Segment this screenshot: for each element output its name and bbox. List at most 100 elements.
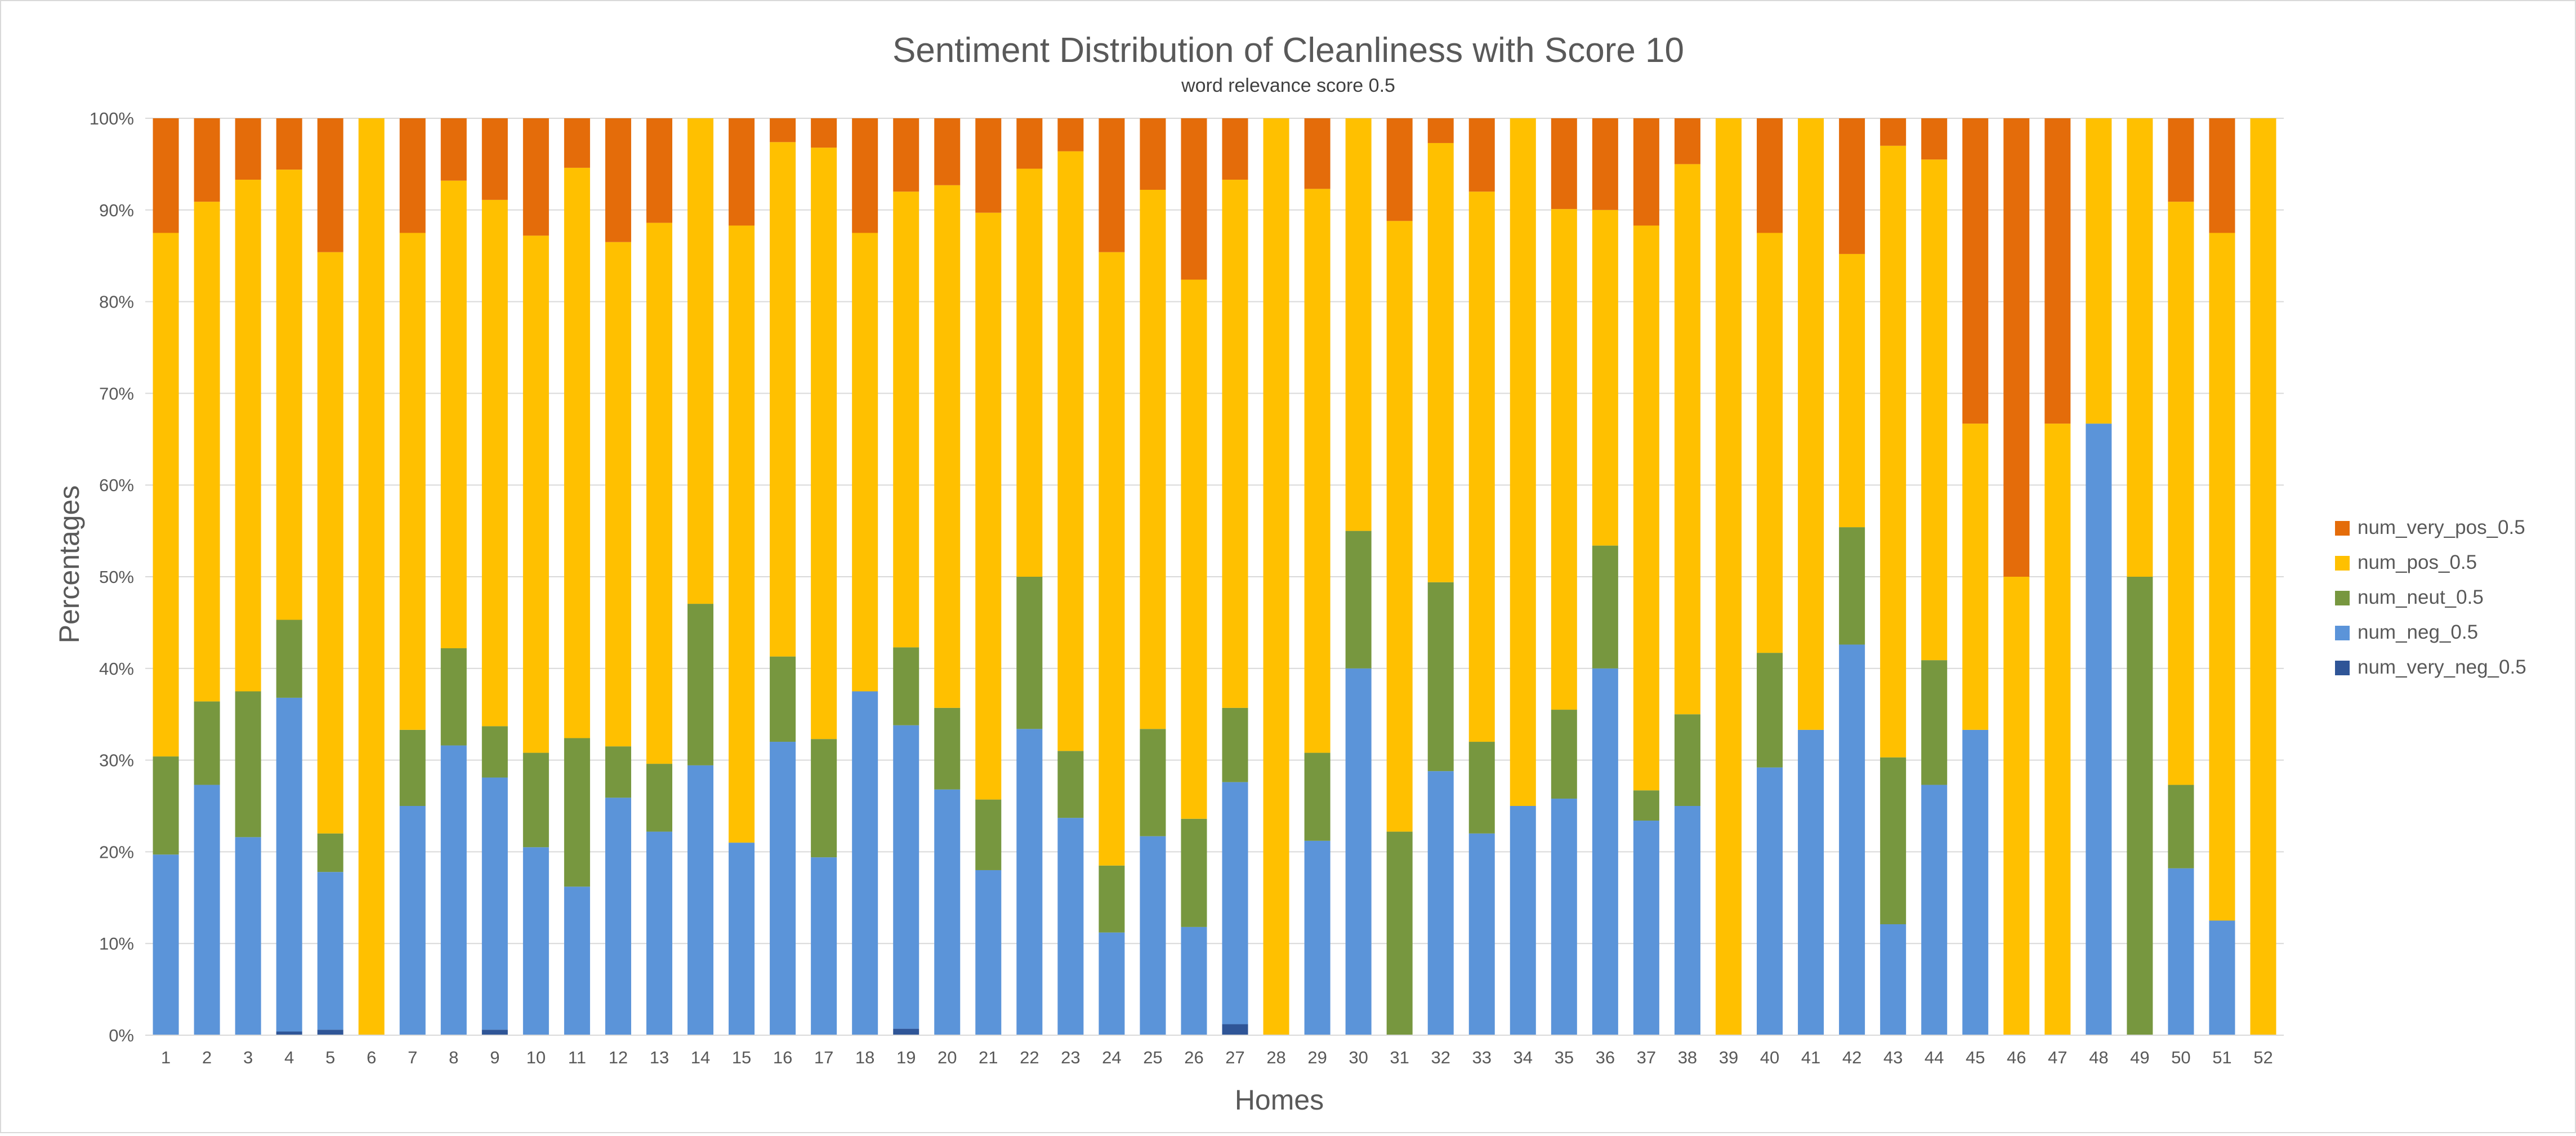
x-tick-label: 2 [202, 1048, 212, 1067]
bar-segment [1757, 767, 1783, 1035]
x-tick-label: 43 [1883, 1048, 1903, 1067]
bar-segment [2127, 577, 2153, 1035]
bar-stack [1181, 118, 1207, 1035]
x-tick-label: 31 [1390, 1048, 1409, 1067]
bar-segment [2127, 118, 2153, 577]
bar-segment [1345, 668, 1372, 1035]
bar-segment [1427, 582, 1454, 772]
x-tick-label: 13 [650, 1048, 669, 1067]
bar-stack [1222, 118, 1248, 1035]
bar-stack [2168, 118, 2194, 1035]
bar-stack [687, 118, 714, 1035]
bar-segment [1592, 545, 1618, 669]
bar-segment [1057, 118, 1084, 152]
bar-segment [1839, 118, 1865, 254]
bar-stack [1551, 118, 1577, 1035]
bar-segment [194, 118, 220, 202]
bar-segment [564, 118, 590, 168]
bar-stack [1921, 118, 1948, 1035]
bar-stack [1140, 118, 1166, 1035]
bar-segment [1715, 118, 1742, 1035]
bar-segment [399, 118, 426, 233]
x-tick-label: 4 [284, 1048, 294, 1067]
bar-segment [440, 648, 467, 746]
bar-segment [1510, 118, 1536, 806]
x-tick-label: 36 [1596, 1048, 1615, 1067]
x-tick-label: 47 [2048, 1048, 2067, 1067]
bar-segment [852, 118, 878, 233]
bar-segment [1099, 932, 1125, 1035]
bar-segment [1674, 164, 1700, 715]
bar-stack [2250, 118, 2276, 1035]
bar-segment [153, 854, 179, 1035]
bar-segment [358, 118, 385, 1035]
bar-segment [934, 707, 961, 790]
bar-segment [852, 691, 878, 1035]
legend: num_very_pos_0.5 num_pos_0.5 num_neut_0.5n… [2335, 516, 2526, 678]
bar-segment [1468, 742, 1495, 834]
x-tick-label: 17 [814, 1048, 833, 1067]
bar-segment [1304, 840, 1331, 1035]
bar-stack [1633, 118, 1659, 1035]
y-tick-label: 30% [99, 751, 134, 770]
bar-segment [317, 1030, 343, 1035]
bar-segment [153, 756, 179, 855]
x-tick-label: 52 [2253, 1048, 2273, 1067]
bar-segment [564, 738, 590, 887]
bar-segment [153, 118, 179, 233]
bar-segment [770, 656, 796, 742]
bar-segment [2209, 920, 2235, 1035]
bar-segment [893, 118, 919, 192]
y-tick-label: 10% [99, 934, 134, 954]
bar-segment [1057, 751, 1084, 818]
y-tick-label: 60% [99, 475, 134, 495]
y-tick-label: 0% [109, 1026, 134, 1045]
bar-segment [1386, 831, 1413, 1035]
x-tick-label: 5 [325, 1048, 335, 1067]
bar-segment [1181, 118, 1207, 280]
bar-segment [317, 833, 343, 872]
bar-stack [153, 118, 179, 1035]
bar-stack [194, 118, 220, 1035]
bar-stack [1386, 118, 1413, 1035]
bar-stack [564, 118, 590, 1035]
bar-segment [1140, 118, 1166, 190]
bar-segment [1222, 118, 1248, 180]
bar-segment [235, 837, 261, 1035]
bar-segment [1962, 424, 1989, 730]
bar-segment [1427, 142, 1454, 582]
bar-segment [2044, 118, 2071, 424]
x-tick-label: 25 [1143, 1048, 1162, 1067]
x-tick-label: 18 [855, 1048, 874, 1067]
bar-segment [1099, 118, 1125, 252]
bar-segment [1757, 233, 1783, 653]
bar-segment [1427, 771, 1454, 1035]
bar-segment [1798, 729, 1824, 1035]
bar-segment [399, 233, 426, 730]
bar-segment [317, 252, 343, 834]
bar-segment [2168, 202, 2194, 785]
bar-segment [893, 1028, 919, 1035]
bar-segment [975, 212, 1002, 800]
bar-segment [1757, 653, 1783, 768]
bar-stack [729, 118, 755, 1035]
legend-label: num_very_pos_0.5 [2358, 516, 2525, 538]
bar-segment [1551, 118, 1577, 210]
bar-segment [194, 785, 220, 1035]
bar-segment [1222, 707, 1248, 782]
bar-segment [1345, 118, 1372, 531]
bar-stack [646, 118, 672, 1035]
bar-segment [194, 202, 220, 702]
y-tick-label: 80% [99, 292, 134, 312]
x-tick-label: 26 [1184, 1048, 1203, 1067]
x-tick-label: 7 [408, 1048, 417, 1067]
bar-segment [934, 185, 961, 708]
x-tick-label: 12 [609, 1048, 628, 1067]
bar-stack [1468, 118, 1495, 1035]
bar-stack [1263, 118, 1289, 1035]
bar-segment [1099, 865, 1125, 933]
bar-segment [1510, 806, 1536, 1035]
x-tick-label: 38 [1678, 1048, 1697, 1067]
y-tick-label: 50% [99, 567, 134, 587]
bar-segment [770, 118, 796, 142]
